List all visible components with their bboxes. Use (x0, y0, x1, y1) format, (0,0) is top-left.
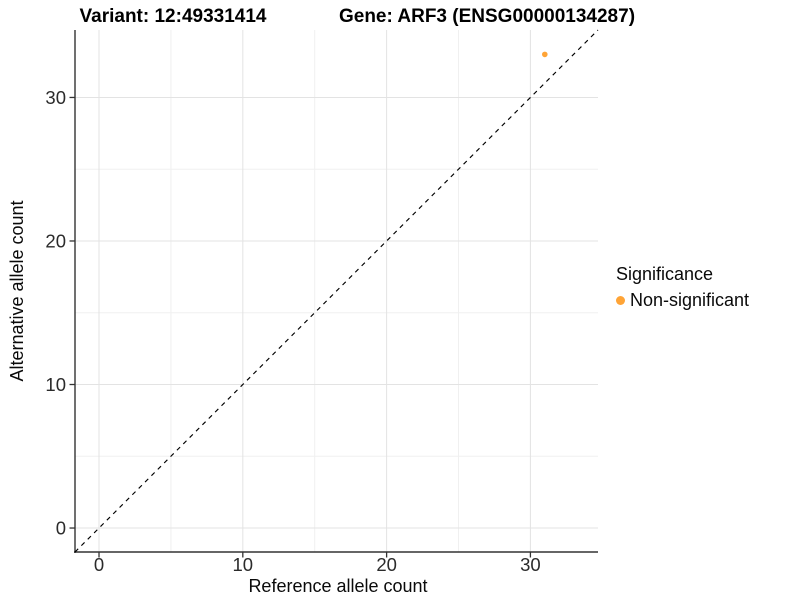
x-tick-label: 30 (520, 554, 541, 575)
y-tick-label: 0 (56, 518, 66, 539)
legend-items: Non-significant (616, 289, 749, 311)
y-axis-title: Alternative allele count (7, 200, 27, 382)
legend-title: Significance (616, 264, 714, 284)
legend-item-label: Non-significant (630, 290, 750, 310)
legend: Significance Non-significant (616, 263, 749, 311)
x-tick-label: 20 (376, 554, 397, 575)
y-tick-label: 20 (45, 230, 66, 251)
x-tick-label: 0 (94, 554, 104, 575)
legend-item: Non-significant (616, 289, 749, 311)
plot-title-variant: Variant: 12:49331414 (79, 6, 267, 27)
data-point (541, 51, 548, 58)
x-tick-label: 10 (233, 554, 254, 575)
y-tick-label: 10 (45, 374, 66, 395)
x-axis-title: Reference allele count (248, 576, 428, 596)
y-tick-label: 30 (45, 87, 66, 108)
plot-title-gene: Gene: ARF3 (ENSG00000134287) (338, 6, 636, 27)
identity-dashed-line (74, 29, 599, 553)
legend-point-circle-icon (616, 295, 625, 305)
